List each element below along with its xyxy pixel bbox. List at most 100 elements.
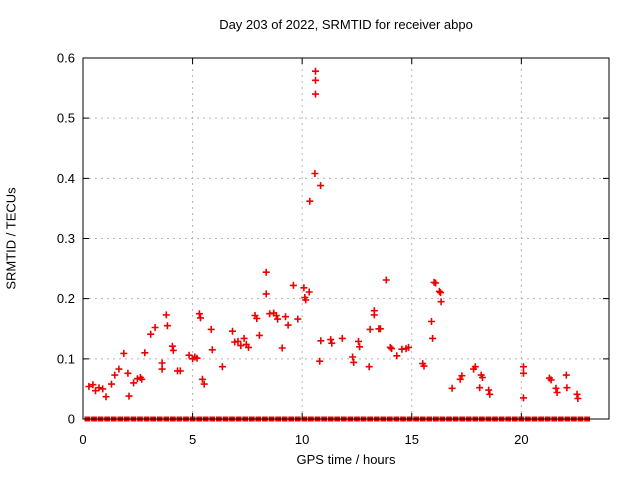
data-point [125, 392, 133, 400]
y-tick-label: 0 [68, 412, 75, 427]
data-point [240, 334, 248, 342]
data-point [147, 330, 155, 338]
data-point [262, 290, 270, 298]
data-point [328, 339, 336, 347]
data-point [479, 374, 486, 381]
data-point [234, 337, 242, 345]
data-point [312, 90, 319, 98]
data-point [99, 385, 107, 393]
data-point [448, 384, 456, 392]
data-point [163, 322, 171, 330]
data-point [193, 354, 201, 362]
data-point [552, 384, 560, 392]
data-point [108, 380, 115, 388]
data-point [437, 298, 445, 306]
data-point [130, 379, 138, 387]
data-point [350, 358, 358, 366]
data-point [124, 369, 132, 377]
x-tick-label: 5 [189, 432, 196, 447]
data-point [435, 287, 443, 295]
data-point [207, 325, 215, 333]
data-point [476, 384, 484, 392]
data-point [317, 337, 325, 345]
data-point [294, 315, 302, 323]
data-point [370, 311, 378, 319]
data-point [274, 315, 282, 323]
y-tick-label: 0.3 [57, 231, 75, 246]
data-point [366, 325, 374, 333]
y-tick-label: 0.5 [57, 111, 75, 126]
data-point [208, 346, 216, 354]
data-point [562, 371, 570, 379]
data-point [176, 367, 184, 375]
data-point [356, 343, 364, 351]
data-point [255, 331, 263, 339]
x-tick-label: 0 [79, 432, 86, 447]
data-point [485, 386, 493, 394]
data-point [151, 324, 159, 331]
data-point [405, 343, 412, 351]
gridlines [83, 58, 609, 419]
data-point [229, 327, 236, 335]
data-point [386, 343, 394, 351]
data-point [89, 381, 97, 389]
chart-title: Day 203 of 2022, SRMTID for receiver abp… [219, 17, 473, 32]
data-point [168, 342, 176, 350]
data-point [547, 376, 555, 384]
data-point [486, 390, 494, 398]
tick-marks [82, 57, 609, 420]
data-point [278, 344, 286, 352]
data-point [102, 393, 110, 401]
data-point [195, 310, 203, 318]
x-tick-label: 15 [405, 432, 419, 447]
data-point [376, 325, 384, 333]
data-point [120, 349, 128, 357]
data-point [169, 346, 177, 354]
data-point [302, 296, 310, 304]
data-point [95, 384, 103, 392]
data-point [282, 313, 289, 321]
data-point [300, 284, 308, 292]
x-tick-label: 20 [514, 432, 528, 447]
data-point [317, 182, 325, 190]
y-tick-label: 0.4 [57, 171, 75, 186]
data-point [428, 318, 435, 325]
data-point [305, 288, 313, 296]
data-point [85, 383, 93, 390]
data-point [272, 312, 280, 319]
data-point [432, 279, 440, 287]
data-point [388, 345, 396, 353]
data-point [553, 389, 561, 396]
data-point [471, 363, 479, 371]
data-point [253, 315, 261, 322]
data-point [338, 334, 346, 342]
data-point [289, 281, 297, 289]
data-point [200, 380, 208, 388]
x-axis-label: GPS time / hours [296, 452, 396, 467]
data-point [158, 359, 166, 367]
data-point [456, 375, 464, 383]
data-point [245, 343, 252, 351]
data-point [316, 357, 324, 365]
x-tick-label: 10 [295, 432, 309, 447]
data-point [349, 353, 357, 361]
data-point [355, 337, 362, 345]
data-point [185, 351, 193, 359]
data-point [197, 314, 204, 322]
data-point [162, 311, 170, 319]
data-point [327, 336, 335, 344]
data-point [312, 76, 319, 84]
data-point [520, 363, 527, 371]
data-point [141, 349, 149, 357]
data-point [138, 375, 146, 383]
data-point [218, 363, 226, 371]
data-point [306, 197, 314, 205]
data-point [382, 276, 390, 284]
data-point [365, 363, 373, 371]
y-tick-label: 0.1 [57, 351, 75, 366]
data-point [458, 372, 466, 380]
data-point [563, 384, 571, 392]
data-point [574, 395, 582, 402]
